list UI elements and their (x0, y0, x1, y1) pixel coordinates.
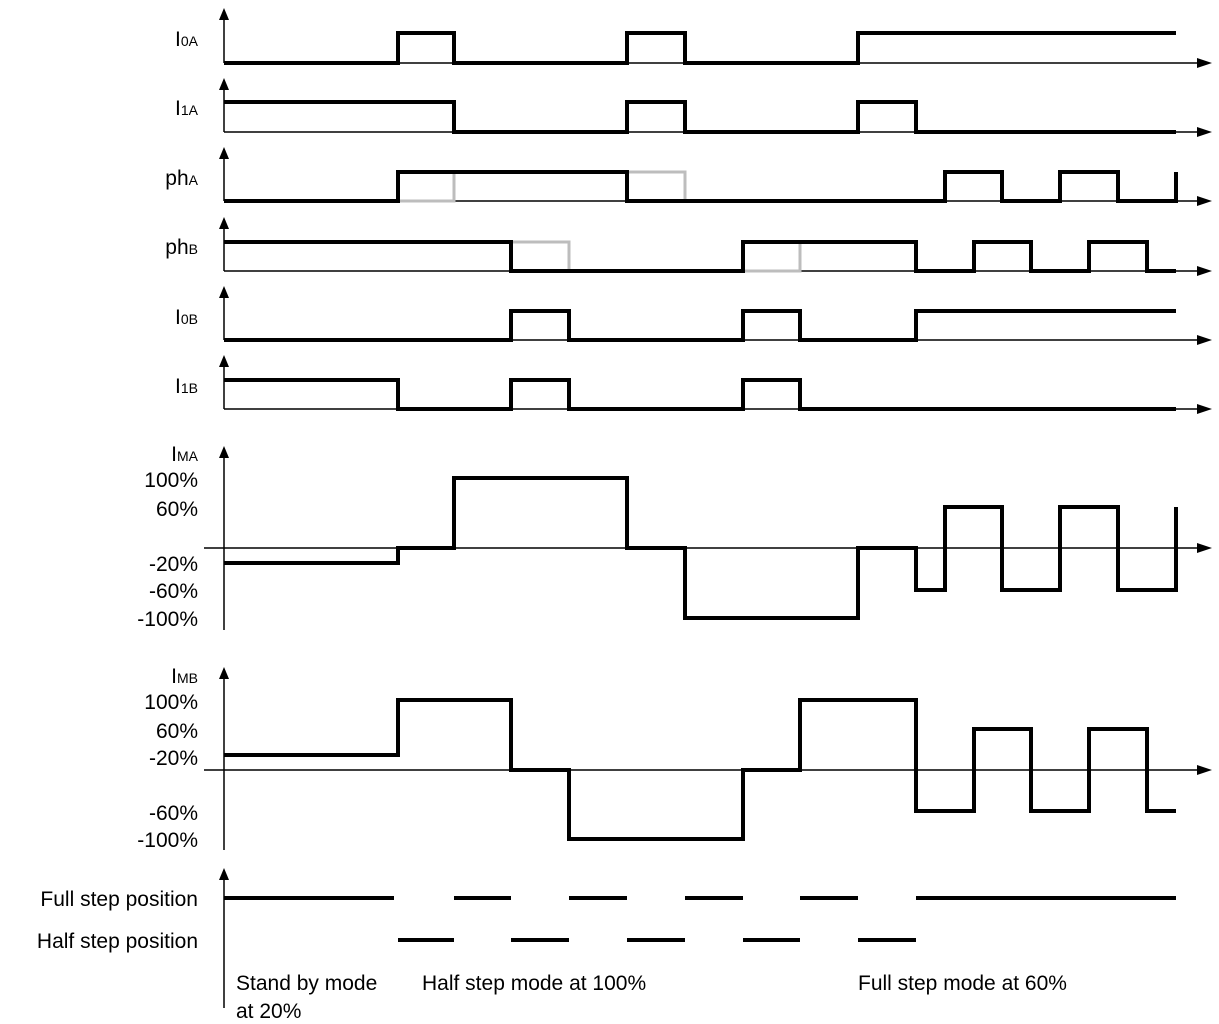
signal-axes-i0b (219, 286, 1212, 345)
signal-label-i1b: I1B (175, 375, 198, 398)
standby-mode-caption-line1: Stand by mode (236, 972, 377, 995)
ima-level-minus-60: -60% (149, 580, 198, 603)
imb-level-minus-100: -100% (137, 829, 198, 852)
ima-level-100: 100% (144, 469, 198, 492)
phb-ghost-trace-2 (743, 242, 802, 273)
signal-label-i0b: I0B (175, 306, 198, 329)
imb-level-100: 100% (144, 691, 198, 714)
position-axis (219, 868, 229, 1008)
waveform-phb (224, 240, 1176, 273)
imb-level-minus-60: -60% (149, 802, 198, 825)
current-label-imb: IMB (171, 665, 198, 688)
waveform-i1a (224, 100, 1176, 134)
imb-level-minus-20: -20% (149, 747, 198, 770)
ima-axes (204, 446, 1212, 630)
signal-axes-phb (219, 217, 1212, 276)
ima-level-minus-100: -100% (137, 608, 198, 631)
ima-level-minus-20: -20% (149, 553, 198, 576)
pha-ghost-trace-2 (627, 170, 687, 201)
phb-ghost-trace-1 (511, 240, 571, 271)
signal-axes-i1a (219, 78, 1212, 137)
signal-axes-i0a (219, 8, 1212, 68)
imb-axes (204, 667, 1212, 850)
current-label-ima: IMA (171, 443, 199, 466)
imb-level-60: 60% (156, 720, 198, 743)
signal-axes-i1b (219, 355, 1212, 414)
pha-ghost-trace-1 (398, 172, 456, 203)
signal-label-phb: phB (165, 236, 198, 259)
waveform-ima (224, 476, 1178, 620)
full-step-position-label: Full step position (40, 888, 198, 911)
waveform-i0a (224, 31, 1176, 65)
waveform-imb (224, 698, 1176, 841)
half-step-mode-caption: Half step mode at 100% (422, 972, 646, 995)
waveform-i1b (224, 378, 1176, 411)
full-step-mode-caption: Full step mode at 60% (858, 972, 1067, 995)
signal-axes-pha (219, 147, 1212, 206)
waveform-pha (224, 170, 1178, 203)
standby-mode-caption-line2: at 20% (236, 1000, 301, 1023)
signal-label-pha: phA (165, 167, 198, 190)
signal-label-i0a: I0A (175, 28, 199, 51)
signal-label-i1a: I1A (175, 97, 199, 120)
half-step-position-label: Half step position (37, 930, 198, 953)
ima-level-60: 60% (156, 498, 198, 521)
waveform-i0b (224, 309, 1176, 342)
